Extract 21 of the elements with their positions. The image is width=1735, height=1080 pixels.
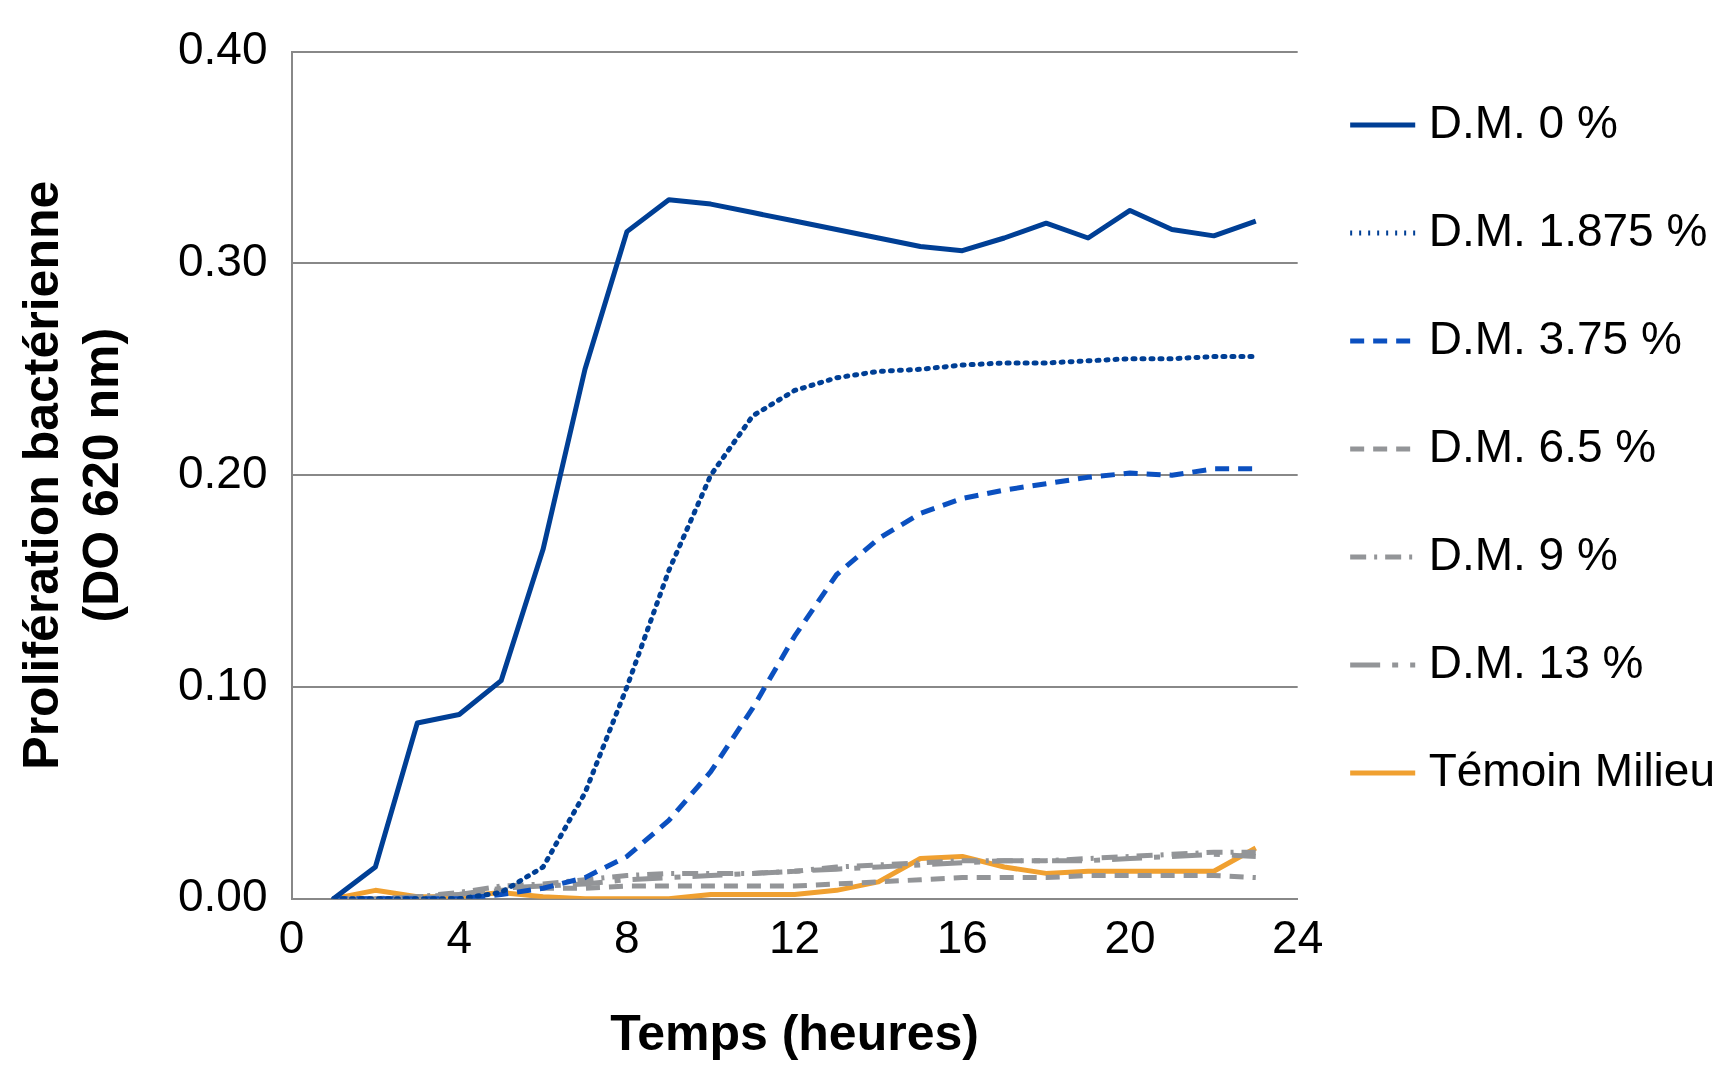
legend-label: D.M. 6.5 % [1428, 419, 1657, 472]
legend-label: Témoin Milieu [1428, 743, 1715, 796]
x-tick-label: 4 [446, 911, 473, 964]
x-tick-label: 12 [769, 911, 821, 964]
y-tick-label: 0.20 [178, 445, 268, 498]
legend-label: D.M. 1.875 % [1428, 203, 1708, 256]
y-axis-title: Prolifération bactérienne (DO 620 nm) [12, 180, 129, 770]
legend-label: D.M. 13 % [1428, 635, 1644, 688]
x-tick-label: 16 [936, 911, 988, 964]
x-tick-label: 8 [614, 911, 640, 964]
legend-label: D.M. 0 % [1428, 95, 1618, 148]
y-tick-label: 0.10 [178, 657, 268, 710]
y-tick-label: 0.30 [178, 234, 268, 287]
x-axis-title: Temps (heures) [610, 1004, 979, 1061]
legend-label: D.M. 3.75 % [1428, 311, 1682, 364]
x-tick-label: 24 [1272, 911, 1324, 964]
legend-label: D.M. 9 % [1428, 527, 1618, 580]
y-tick-label: 0.00 [178, 869, 268, 922]
x-tick-label: 0 [278, 911, 305, 964]
x-tick-label: 20 [1104, 911, 1156, 964]
y-tick-label: 0.40 [178, 22, 268, 75]
